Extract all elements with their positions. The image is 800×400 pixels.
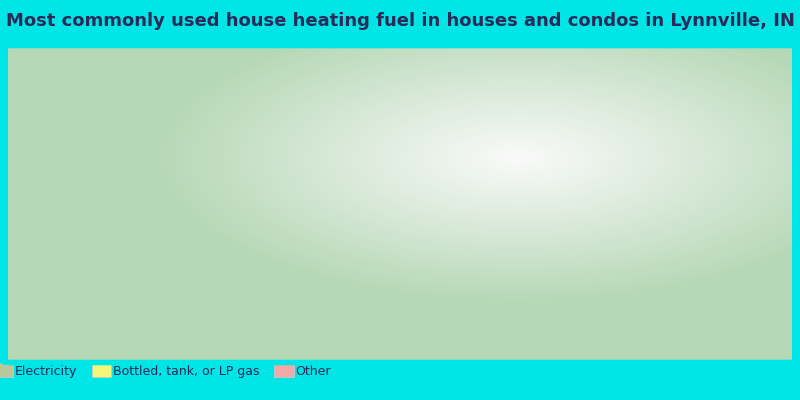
Wedge shape — [422, 82, 572, 229]
Wedge shape — [220, 77, 442, 256]
Wedge shape — [490, 204, 579, 251]
Legend: Utility gas, Electricity, Bottled, tank, or LP gas, Other: Utility gas, Electricity, Bottled, tank,… — [0, 361, 335, 382]
Wedge shape — [494, 245, 580, 256]
Text: Most commonly used house heating fuel in houses and condos in Lynnville, IN: Most commonly used house heating fuel in… — [6, 12, 794, 30]
